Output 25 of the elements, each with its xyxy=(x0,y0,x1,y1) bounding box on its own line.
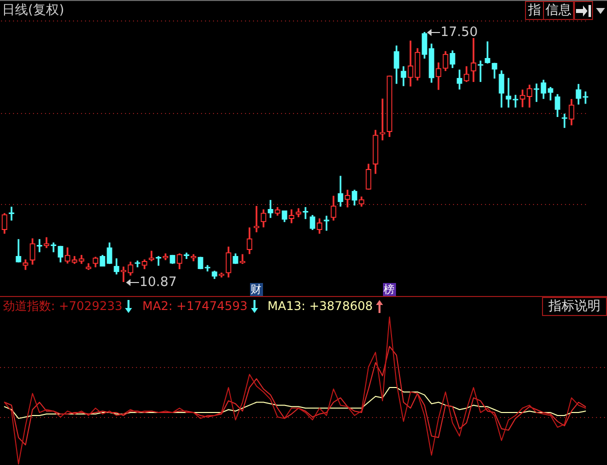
chart-title: 日线(复权) xyxy=(2,3,64,18)
text: 榜 xyxy=(382,283,396,296)
text: 劲道指数: +7029233 xyxy=(3,298,122,314)
candlestick xyxy=(470,38,476,82)
text: 财 xyxy=(250,283,262,296)
candlestick xyxy=(484,41,490,64)
candlestick xyxy=(134,260,140,268)
candlestick xyxy=(506,78,512,108)
candlestick xyxy=(534,84,540,102)
candlestick xyxy=(562,114,568,128)
candlestick xyxy=(254,206,260,232)
help-button[interactable]: 指标说明 xyxy=(542,297,607,316)
candlestick xyxy=(268,200,274,218)
text: MA13: +3878608 xyxy=(268,299,373,313)
candlestick xyxy=(478,60,484,82)
candlestick xyxy=(582,91,588,104)
annotation: 10.87 xyxy=(140,274,177,290)
candlestick xyxy=(120,266,126,282)
text: MA2: +17474593 xyxy=(142,299,248,313)
candlestick xyxy=(324,216,330,231)
info-button[interactable]: 信息 xyxy=(543,1,574,20)
candlestick xyxy=(240,254,246,264)
toggle-button[interactable] xyxy=(574,1,593,20)
annotation: 17.50 xyxy=(440,24,478,40)
indicator-button[interactable]: 指 xyxy=(525,1,544,20)
